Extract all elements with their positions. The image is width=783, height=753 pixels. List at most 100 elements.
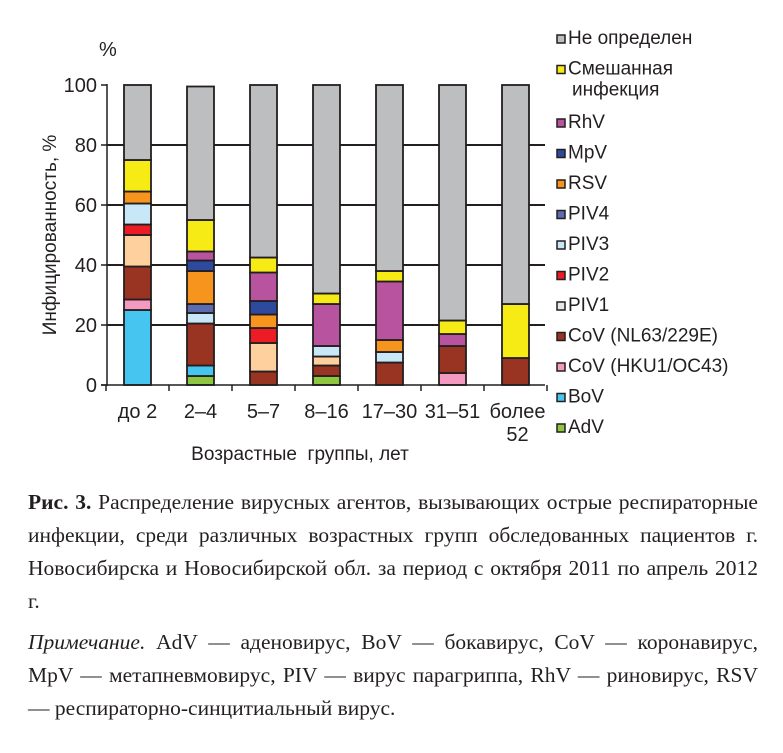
bar-stack-3 [312, 84, 341, 386]
bar-segment [186, 219, 215, 253]
bar-segment [312, 375, 341, 386]
bar-segment [438, 345, 467, 374]
x-tick-label: 2–4 [184, 401, 217, 423]
legend-label: инфекция [572, 80, 659, 101]
y-tick-label: 20 [75, 315, 97, 337]
bar-segment [438, 333, 467, 347]
legend-label: PIV1 [568, 295, 609, 316]
legend-label: CoV (HKU1/OC43) [568, 356, 729, 377]
legend-item: RSV [556, 173, 607, 194]
bar-stack-1 [186, 85, 215, 386]
bar-segment [123, 159, 152, 193]
bars [123, 84, 530, 386]
legend-label: CoV (NL63/229E) [568, 326, 718, 347]
legend-label: PIV2 [568, 265, 609, 286]
bar-segment [249, 327, 278, 344]
legend-item: CoV (HKU1/OC43) [556, 356, 729, 377]
legend-swatch [556, 179, 566, 189]
legend-label: Смешанная [568, 59, 673, 80]
bar-segment [375, 351, 404, 364]
legend-item: PIV3 [556, 234, 609, 255]
legend-item: Не определен [556, 28, 692, 49]
bar-segment [375, 339, 404, 353]
bar-stack-0 [123, 84, 152, 386]
figure-caption: Рис. 3. Распределение вирусных агентов, … [28, 486, 758, 618]
legend-swatch [556, 301, 566, 311]
legend-label: RSV [568, 173, 607, 194]
bar-segment [123, 234, 152, 268]
y-tick-label: 0 [86, 375, 97, 397]
bar-segment [186, 250, 215, 262]
legend-item: BoV [556, 387, 604, 408]
bar-segment [249, 271, 278, 302]
legend-item: CoV (NL63/229E) [556, 326, 718, 347]
note-text: AdV — аденовирус, BoV — бокавирус, CoV —… [28, 630, 758, 720]
y-tick-label: 60 [75, 195, 97, 217]
figure-label: Рис. 3. [28, 490, 92, 514]
legend-item: AdV [556, 417, 604, 438]
bar-segment [312, 355, 341, 367]
bar-segment [312, 364, 341, 377]
bar-segment [249, 313, 278, 329]
bar-segment [501, 303, 530, 359]
bar-segment [312, 303, 341, 347]
bar-segment [249, 342, 278, 373]
bar-segment [249, 370, 278, 386]
figure-note: Примечание. AdV — аденовирус, BoV — бока… [28, 626, 758, 725]
y-unit-label: % [99, 39, 117, 61]
bar-segment [186, 322, 215, 367]
bar-segment [123, 202, 152, 226]
legend-swatch [556, 118, 566, 128]
bar-segment [123, 309, 152, 386]
legend-swatch [556, 240, 566, 250]
bar-segment [312, 292, 341, 305]
bar-segment [249, 300, 278, 316]
bar-segment [249, 256, 278, 274]
bar-segment [375, 84, 404, 272]
bar-segment [123, 190, 152, 205]
legend-swatch [556, 209, 566, 220]
legend-label: Не определен [568, 28, 692, 49]
legend-item: MpV [556, 143, 607, 164]
bar-stack-5 [438, 84, 467, 386]
legend-swatch [556, 331, 566, 342]
legend-label: BoV [568, 387, 604, 408]
legend-swatch [556, 423, 566, 433]
legend-swatch [556, 392, 566, 403]
x-tick-label: 5–7 [247, 401, 280, 423]
bar-segment [123, 84, 152, 161]
y-tick-label: 80 [75, 135, 97, 157]
x-tick-label: до 2 [118, 401, 157, 423]
y-tick-label: 100 [64, 75, 97, 97]
bar-segment [438, 84, 467, 322]
bar-segment [375, 361, 404, 386]
x-tick-label: 8–16 [304, 401, 349, 423]
x-tick-label: 52 [506, 424, 528, 446]
bar-segment [123, 265, 152, 301]
legend-item: PIV1 [556, 295, 609, 316]
bar-segment [375, 280, 404, 341]
bar-segment [186, 270, 215, 305]
y-axis-title: Инфицированность, % [40, 135, 61, 336]
legend-swatch [556, 34, 566, 44]
bar-segment [186, 303, 215, 314]
bar-segment [186, 312, 215, 325]
x-tick-label: 31–51 [425, 401, 481, 423]
note-label: Примечание. [28, 630, 146, 654]
bar-segment [123, 298, 152, 311]
legend-swatch [556, 270, 566, 281]
bar-segment [501, 84, 530, 305]
y-tick-label: 40 [75, 255, 97, 277]
bar-segment [312, 345, 341, 358]
legend-label: MpV [568, 143, 607, 164]
bar-segment [375, 270, 404, 283]
legend-item: PIV4 [556, 204, 610, 225]
legend-swatch [556, 148, 566, 159]
axes [101, 84, 548, 391]
bar-segment [186, 85, 215, 221]
y-tick-labels: 0 20 40 60 80 100 [64, 75, 97, 397]
bar-segment [186, 259, 215, 272]
